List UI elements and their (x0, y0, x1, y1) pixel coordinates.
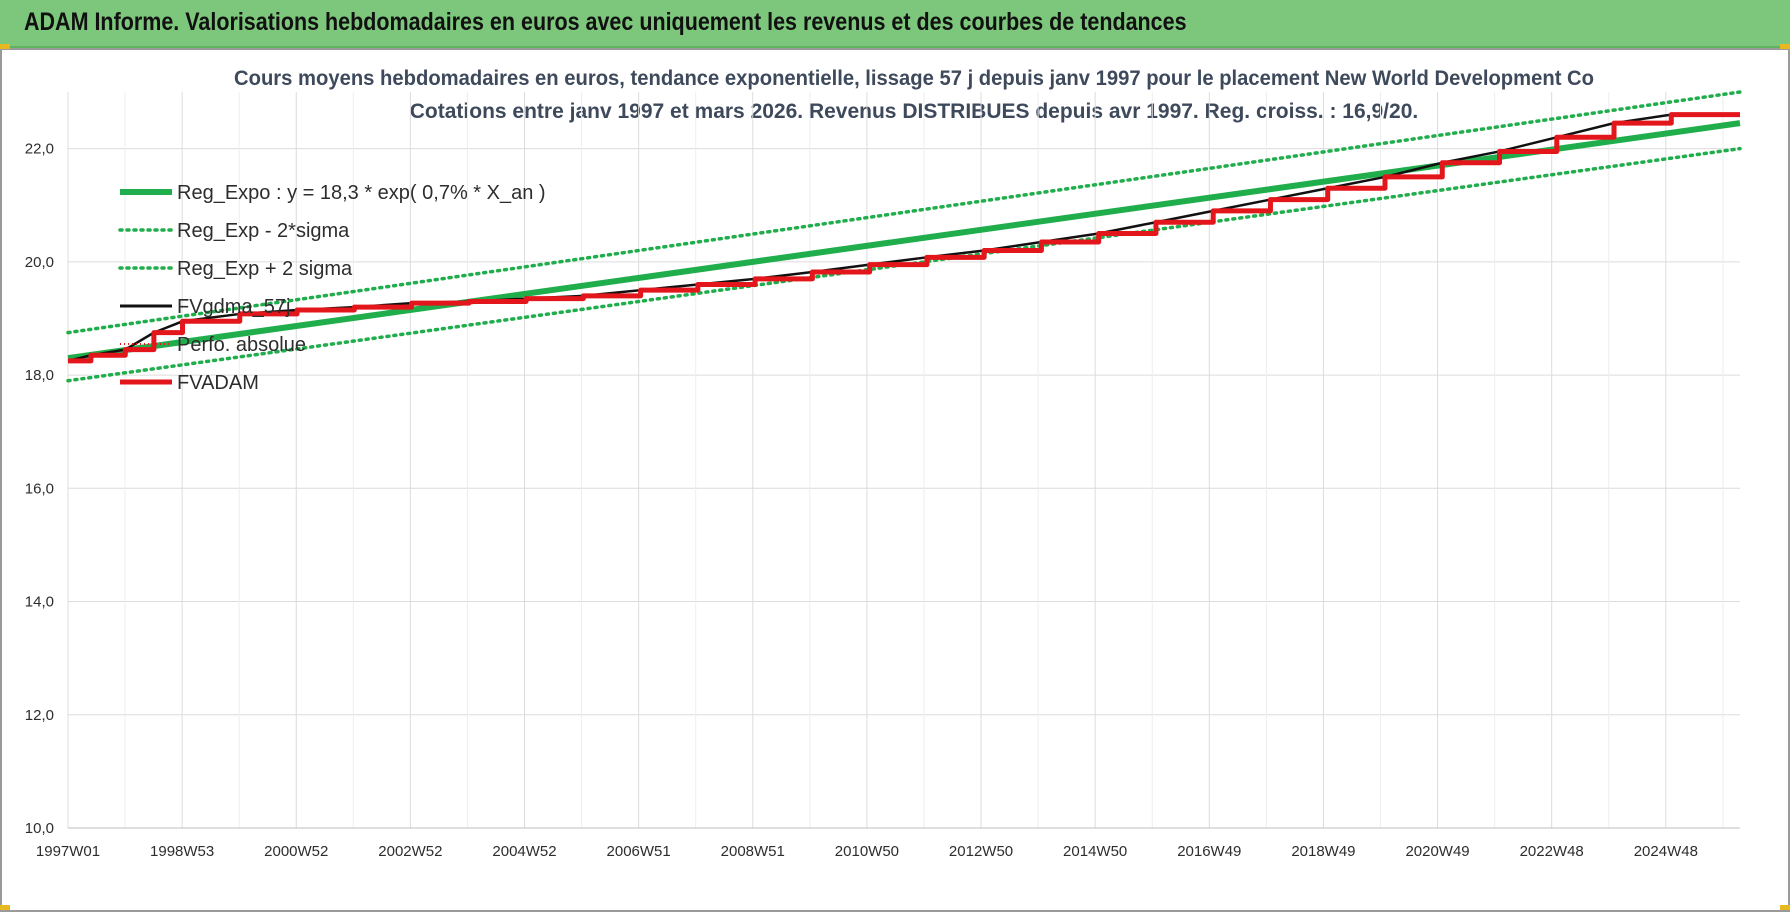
corner-marker (1780, 44, 1790, 49)
y-tick-label: 22,0 (25, 141, 54, 158)
x-tick-label: 2012W50 (949, 843, 1013, 860)
x-tick-label: 2006W51 (607, 843, 671, 860)
report-banner: ADAM Informe. Valorisations hebdomadaire… (0, 0, 1790, 48)
corner-marker (1780, 905, 1790, 910)
corner-marker (0, 905, 10, 910)
x-tick-label: 2022W48 (1520, 843, 1584, 860)
x-tick-label: 2014W50 (1063, 843, 1127, 860)
chart-frame: Cours moyens hebdomadaires en euros, ten… (0, 48, 1790, 912)
legend-label: Reg_Exp - 2*sigma (177, 220, 350, 242)
legend-label: FVADAM (177, 372, 259, 394)
series-line-reg-exp-2-sigma (66, 146, 1742, 383)
x-tick-label: 2018W49 (1291, 843, 1355, 860)
x-tick-label: 2008W51 (721, 843, 785, 860)
x-tick-label: 2010W50 (835, 843, 899, 860)
legend-label: Perfo. absolue (177, 334, 306, 356)
report-title: ADAM Informe. Valorisations hebdomadaire… (24, 8, 1187, 36)
chart-subtitle: Cotations entre janv 1997 et mars 2026. … (410, 100, 1418, 123)
x-tick-label: 1998W53 (150, 843, 214, 860)
chart-svg: Cours moyens hebdomadaires en euros, ten… (25, 67, 1742, 860)
series-line-fvadam (68, 112, 1740, 364)
y-tick-label: 20,0 (25, 254, 54, 271)
y-tick-label: 10,0 (25, 820, 54, 837)
y-tick-label: 16,0 (25, 480, 54, 497)
y-tick-label: 18,0 (25, 367, 54, 384)
legend-label: Reg_Exp + 2 sigma (177, 258, 353, 280)
series-line-reg-exp-2-sigma (66, 90, 1742, 335)
x-tick-label: 2016W49 (1177, 843, 1241, 860)
y-tick-label: 14,0 (25, 594, 54, 611)
x-tick-label: 2004W52 (492, 843, 556, 860)
legend-label: Reg_Expo : y = 18,3 * exp( 0,7% * X_an ) (177, 182, 546, 204)
x-tick-label: 2002W52 (378, 843, 442, 860)
x-tick-label: 2024W48 (1634, 843, 1698, 860)
x-tick-label: 2000W52 (264, 843, 328, 860)
x-tick-label: 2020W49 (1405, 843, 1469, 860)
chart-title: Cours moyens hebdomadaires en euros, ten… (234, 67, 1594, 90)
corner-marker (0, 44, 10, 49)
x-tick-label: 1997W01 (36, 843, 100, 860)
legend-label: FVgdma_57j (177, 296, 290, 318)
y-tick-label: 12,0 (25, 707, 54, 724)
